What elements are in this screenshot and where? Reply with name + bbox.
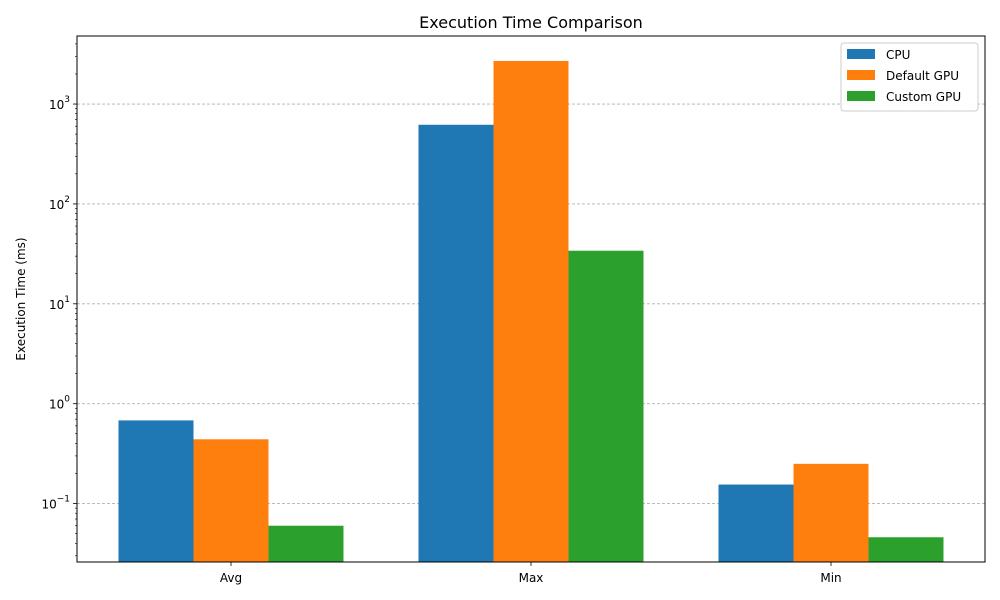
bar-default-gpu-min (793, 463, 869, 562)
y-tick-base: 10 (49, 198, 64, 212)
y-axis-label: Execution Time (ms) (14, 237, 28, 360)
x-tick-label: Avg (220, 571, 242, 585)
legend-label: Default GPU (886, 69, 959, 83)
y-tick-exponent: 2 (64, 195, 70, 205)
y-tick-exponent: 0 (64, 395, 70, 405)
bar-custom-gpu-min (868, 537, 944, 562)
legend-swatch (847, 70, 875, 80)
y-tick-exponent: −1 (57, 495, 70, 505)
y-tick-base: 10 (41, 498, 56, 512)
y-tick-label: 100 (49, 395, 70, 412)
bar-cpu-avg (118, 420, 194, 562)
bar-custom-gpu-max (568, 250, 644, 562)
legend-box (840, 42, 979, 112)
x-ticks: Avg Max Min (220, 562, 842, 585)
y-tick-label: 102 (49, 195, 70, 212)
legend-label: Custom GPU (886, 90, 961, 104)
legend-swatch (847, 49, 875, 59)
y-tick-base: 10 (49, 298, 64, 312)
bar-cpu-min (718, 484, 794, 562)
y-tick-exponent: 3 (64, 95, 70, 105)
legend: CPU Default GPU Custom GPU (840, 42, 979, 112)
legend-label: CPU (886, 48, 910, 62)
x-tick-label: Min (820, 571, 841, 585)
bar-cpu-max (418, 124, 494, 562)
bar-default-gpu-avg (193, 439, 269, 562)
y-tick-base: 10 (49, 98, 64, 112)
bar-custom-gpu-avg (268, 525, 344, 562)
x-tick-label: Max (519, 571, 544, 585)
bar-default-gpu-max (493, 60, 569, 562)
y-tick-label: 101 (49, 295, 70, 312)
y-tick-label: 10−1 (41, 495, 70, 512)
y-tick-label: 103 (49, 95, 70, 112)
y-tick-base: 10 (49, 398, 64, 412)
bars (118, 60, 944, 562)
legend-swatch (847, 91, 875, 101)
y-tick-exponent: 1 (64, 295, 70, 305)
chart-title: Execution Time Comparison (419, 13, 643, 32)
